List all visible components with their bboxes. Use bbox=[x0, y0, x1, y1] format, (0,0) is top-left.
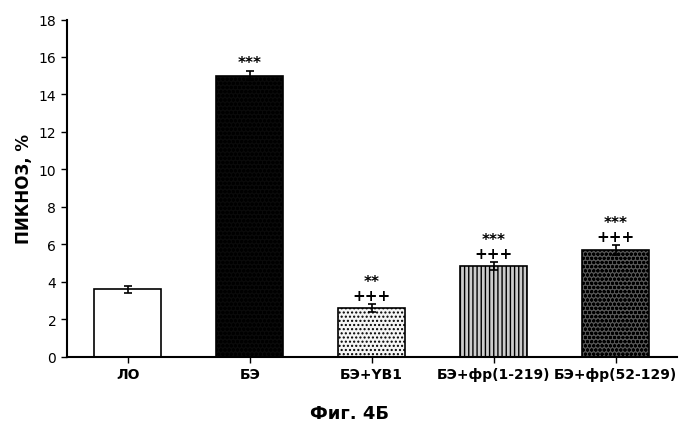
Text: +++: +++ bbox=[475, 246, 513, 261]
Bar bbox=[216, 77, 283, 357]
Text: +++: +++ bbox=[596, 229, 635, 244]
Text: ***: *** bbox=[238, 55, 262, 70]
Text: ***: *** bbox=[482, 233, 505, 248]
Text: ***: *** bbox=[603, 216, 628, 231]
Text: Фиг. 4Б: Фиг. 4Б bbox=[310, 404, 389, 422]
Bar bbox=[338, 308, 405, 357]
Bar bbox=[582, 250, 649, 357]
Text: +++: +++ bbox=[352, 288, 391, 303]
Y-axis label: ПИКНОЗ, %: ПИКНОЗ, % bbox=[15, 134, 33, 244]
Bar bbox=[460, 266, 527, 357]
Bar bbox=[94, 290, 161, 357]
Text: **: ** bbox=[363, 275, 380, 290]
